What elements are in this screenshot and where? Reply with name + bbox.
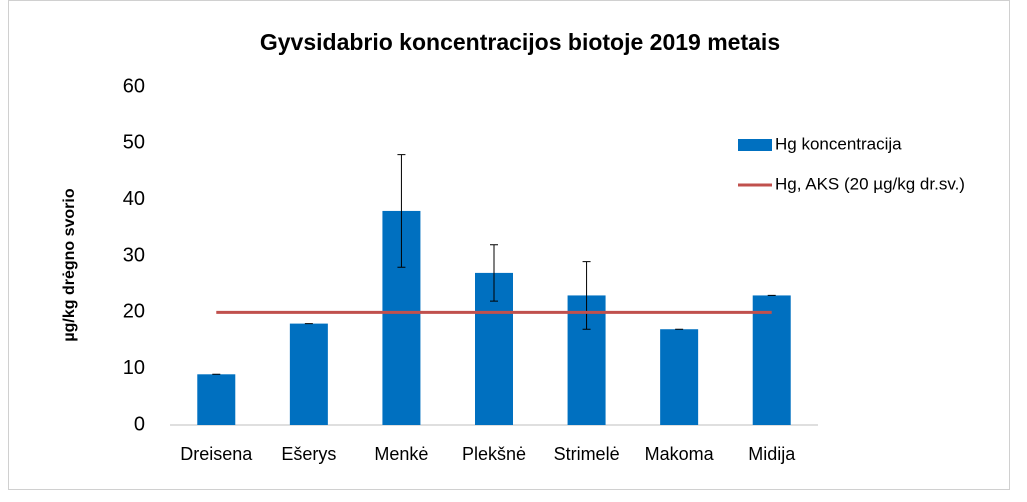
y-tick-label: 60 (123, 75, 145, 97)
y-tick-label: 50 (123, 132, 145, 154)
error-bar (490, 244, 498, 302)
bar (752, 295, 791, 425)
bar (197, 374, 236, 425)
bar (289, 323, 328, 425)
x-tick-label: Strimelė (554, 444, 620, 464)
legend-swatch (738, 139, 772, 151)
chart-title: Gyvsidabrio koncentracijos biotoje 2019 … (260, 29, 780, 55)
x-tick-label: Ešerys (281, 444, 336, 464)
y-tick-label: 20 (123, 301, 145, 323)
error-bar (582, 261, 591, 330)
x-tick-label: Midija (748, 444, 796, 464)
legend-label: Hg koncentracija (775, 134, 902, 153)
x-tick-label: Makoma (645, 444, 715, 464)
y-axis-label: µg/kg drėgno svorio (61, 188, 78, 341)
y-tick-label: 0 (134, 413, 145, 435)
legend-label: Hg, AKS (20 µg/kg dr.sv.) (775, 174, 965, 193)
y-tick-label: 40 (123, 188, 145, 210)
y-tick-label: 30 (123, 244, 145, 266)
bar (660, 329, 699, 425)
y-tick-label: 10 (123, 357, 145, 379)
x-tick-label: Dreisena (180, 444, 253, 464)
error-bar (397, 154, 406, 268)
x-tick-label: Plekšnė (462, 444, 526, 464)
x-tick-label: Menkė (374, 444, 428, 464)
